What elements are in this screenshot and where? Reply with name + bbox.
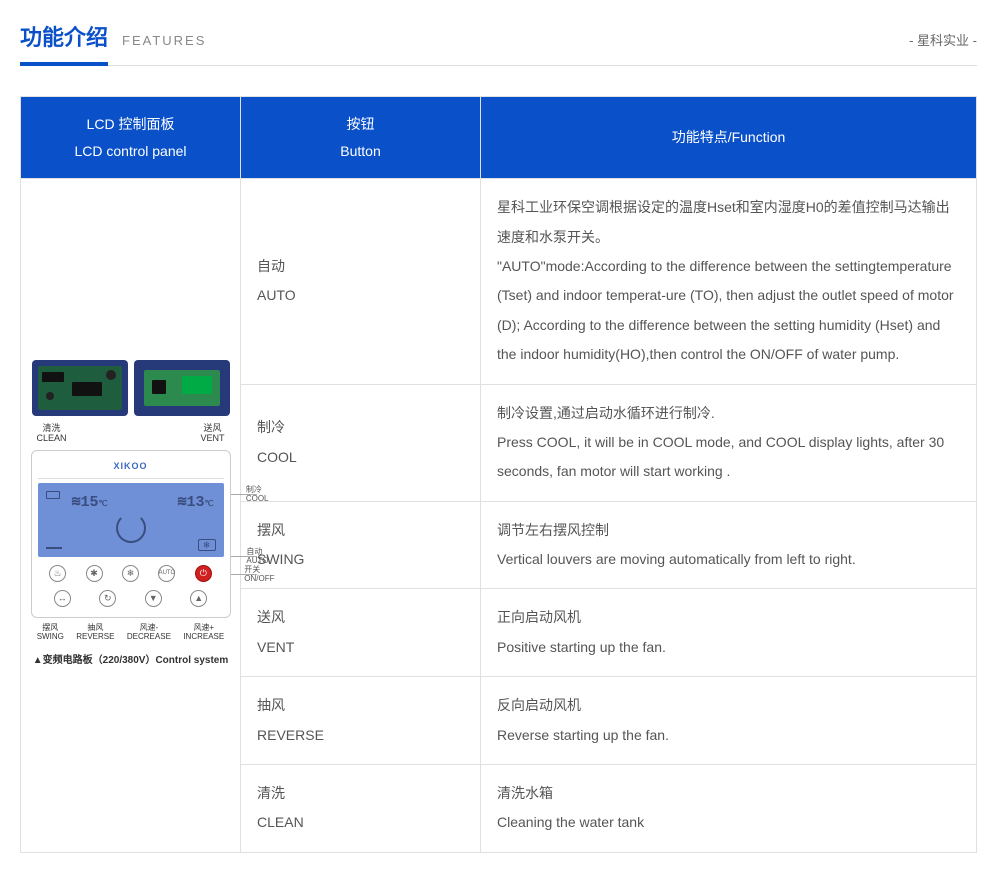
title-cn: 功能介绍 (20, 20, 108, 66)
label-reverse: 抽风 REVERSE (76, 624, 114, 642)
th-panel-cn: LCD 控制面板 (87, 116, 175, 132)
unit-brand: XIKOO (38, 457, 224, 479)
side-label-auto: 自动 AUTO (246, 548, 268, 566)
btn-swing-icon[interactable]: ↔ (54, 590, 71, 607)
brand-label: - 星科实业 - (909, 30, 977, 49)
cell-button: 送风 VENT (241, 589, 481, 677)
cell-button: 制冷 COOL (241, 384, 481, 501)
board-right (134, 360, 230, 416)
cell-function: 调节左右摆风控制 Vertical louvers are moving aut… (481, 501, 977, 589)
cell-button: 自动 AUTO (241, 179, 481, 384)
label-vent: 送风 VENT (200, 424, 224, 444)
board-left (32, 360, 128, 416)
btn-auto-icon[interactable]: AUTO (158, 565, 175, 582)
btn-power[interactable]: ⏻ (195, 565, 212, 582)
table-row: 清洗 CLEAN 送风 VENT XIKOO (21, 179, 977, 384)
title-en: FEATURES (122, 33, 206, 48)
btn-cool-icon[interactable]: ❄ (122, 565, 139, 582)
side-label-onoff: 开关 ON/OFF (244, 566, 274, 584)
cell-function: 正向启动风机 Positive starting up the fan. (481, 589, 977, 677)
label-increase: 风速+ INCREASE (183, 624, 224, 642)
bottom-labels: 摆风 SWING 抽风 REVERSE 风速- DECREASE 风速+ (31, 624, 231, 642)
panel-illustration: 清洗 CLEAN 送风 VENT XIKOO (31, 360, 231, 670)
button-row-2: ↔ ↻ ▼ ▲ (38, 586, 224, 611)
label-clean: 清洗 CLEAN (37, 424, 67, 444)
lcd-temp-set: ≋15℃ (72, 487, 108, 519)
th-function: 功能特点/Function (481, 97, 977, 179)
cell-button: 抽风 REVERSE (241, 677, 481, 765)
table-header-row: LCD 控制面板 LCD control panel 按钮 Button 功能特… (21, 97, 977, 179)
cell-function: 清洗水箱 Cleaning the water tank (481, 765, 977, 853)
table-body: 清洗 CLEAN 送风 VENT XIKOO (21, 179, 977, 853)
features-table: LCD 控制面板 LCD control panel 按钮 Button 功能特… (20, 96, 977, 853)
lcd-temp-read: ≋13℃ (177, 487, 213, 519)
side-label-cool: 制冷 COOL (246, 486, 269, 504)
cell-function: 制冷设置,通过启动水循环进行制冷. Press COOL, it will be… (481, 384, 977, 501)
button-row-1: ♨ ✱ ❄ AUTO ⏻ (38, 561, 224, 586)
th-button: 按钮 Button (241, 97, 481, 179)
panel-top-labels: 清洗 CLEAN 送风 VENT (31, 424, 231, 444)
lcd-screen: ≋15℃ ≋13℃ ❄ (38, 483, 224, 557)
header-left: 功能介绍 FEATURES (20, 20, 206, 65)
th-button-en: Button (340, 143, 380, 159)
cell-function: 反向启动风机 Reverse starting up the fan. (481, 677, 977, 765)
label-decrease: 风速- DECREASE (127, 624, 171, 642)
th-panel: LCD 控制面板 LCD control panel (21, 97, 241, 179)
btn-clean-icon[interactable]: ♨ (49, 565, 66, 582)
th-function-label: 功能特点/Function (672, 129, 786, 145)
btn-increase-icon[interactable]: ▲ (190, 590, 207, 607)
cell-button: 摆风 SWING (241, 501, 481, 589)
label-swing: 摆风 SWING (37, 624, 64, 642)
cell-button: 清洗 CLEAN (241, 765, 481, 853)
th-panel-en: LCD control panel (74, 143, 186, 159)
panel-caption: ▲变频电路板（220/380V）Control system (31, 650, 231, 671)
btn-fan-icon[interactable]: ✱ (86, 565, 103, 582)
th-button-cn: 按钮 (347, 116, 375, 132)
btn-reverse-icon[interactable]: ↻ (99, 590, 116, 607)
page-header: 功能介绍 FEATURES - 星科实业 - (20, 20, 977, 66)
control-unit: XIKOO ≋15℃ ≋13℃ (31, 450, 231, 618)
panel-cell: 清洗 CLEAN 送风 VENT XIKOO (21, 179, 241, 853)
btn-decrease-icon[interactable]: ▼ (145, 590, 162, 607)
circuit-boards (31, 360, 231, 416)
cell-function: 星科工业环保空调根据设定的温度Hset和室内湿度H0的差值控制马达输出速度和水泵… (481, 179, 977, 384)
